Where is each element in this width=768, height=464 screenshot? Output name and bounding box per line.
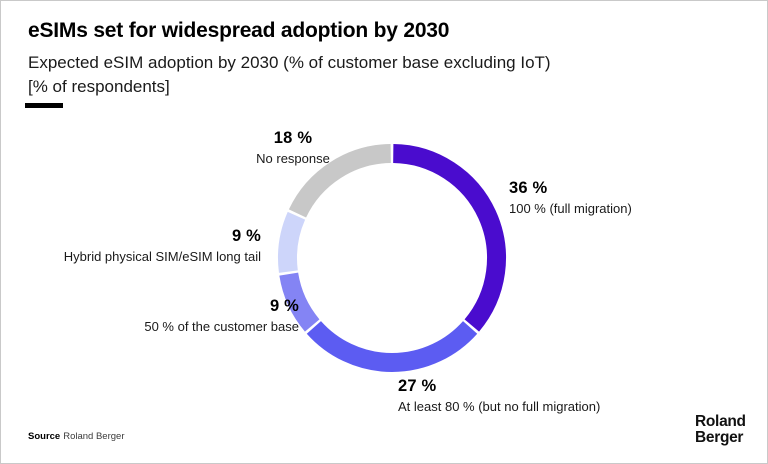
roland-berger-logo: Roland Berger bbox=[695, 414, 746, 446]
segment-label-hybrid-long-tail: 9 % Hybrid physical SIM/eSIM long tail bbox=[64, 227, 261, 264]
segment-pct: 9 % bbox=[231, 227, 261, 245]
segment-label-full-migration: 36 % 100 % (full migration) bbox=[509, 179, 632, 216]
segment-desc: Hybrid physical SIM/eSIM long tail bbox=[63, 249, 261, 264]
logo-line-2: Berger bbox=[695, 428, 744, 446]
donut-segment-4 bbox=[288, 144, 392, 218]
donut-segment-3 bbox=[278, 211, 306, 273]
header: eSIMs set for widespread adoption by 203… bbox=[28, 19, 551, 99]
logo-line-1: Roland bbox=[695, 413, 746, 430]
source-value: Roland Berger bbox=[63, 431, 125, 442]
donut-segment-1 bbox=[306, 320, 478, 372]
segment-pct: 36 % bbox=[509, 179, 548, 197]
segment-desc: No response bbox=[256, 151, 330, 166]
segment-pct: 9 % bbox=[269, 297, 299, 315]
title-underline-dash bbox=[25, 103, 63, 108]
segment-label-50-percent: 9 % 50 % of the customer base bbox=[144, 297, 299, 334]
segment-label-no-response: 18 % No response bbox=[193, 129, 393, 166]
chart-subtitle: Expected eSIM adoption by 2030 (% of cus… bbox=[28, 51, 551, 99]
segment-pct: 18 % bbox=[273, 129, 313, 147]
segment-label-at-least-80: 27 % At least 80 % (but no full migratio… bbox=[398, 377, 600, 414]
segment-pct: 27 % bbox=[398, 377, 437, 395]
source-label: Source bbox=[28, 431, 61, 442]
segment-desc: At least 80 % (but no full migration) bbox=[398, 399, 601, 414]
subtitle-line-2: [% of respondents] bbox=[28, 77, 170, 97]
donut-segment-2 bbox=[279, 272, 320, 332]
source-note: Source Roland Berger bbox=[28, 431, 124, 442]
page-title: eSIMs set for widespread adoption by 203… bbox=[28, 19, 450, 42]
segment-desc: 100 % (full migration) bbox=[509, 201, 632, 216]
donut-segment-0 bbox=[393, 144, 506, 332]
segment-desc: 50 % of the customer base bbox=[144, 319, 299, 334]
subtitle-line-1: Expected eSIM adoption by 2030 (% of cus… bbox=[28, 53, 551, 72]
